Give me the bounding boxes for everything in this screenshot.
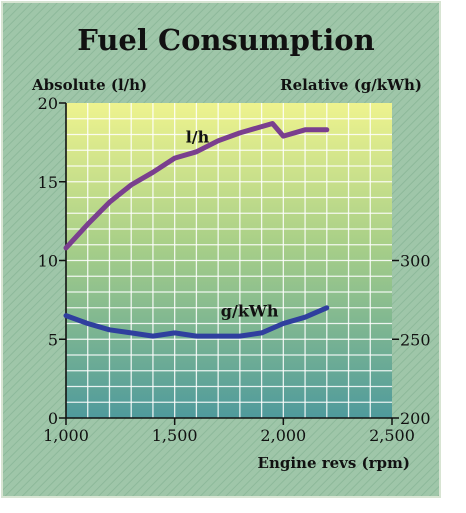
right-tick-label: 250 — [400, 330, 431, 349]
axes — [59, 102, 399, 425]
x-tick-label: 2,000 — [260, 426, 306, 445]
series-label-lh: l/h — [186, 127, 210, 146]
left-tick-label: 20 — [38, 94, 58, 113]
left-tick-label: 5 — [48, 330, 58, 349]
left-tick-label: 10 — [38, 252, 58, 271]
series-label-gkwh: g/kWh — [221, 301, 279, 320]
right-tick-label: 200 — [400, 409, 431, 428]
left-tick-label: 0 — [48, 409, 58, 428]
x-tick-label: 1,500 — [152, 426, 198, 445]
x-tick-label: 2,500 — [369, 426, 415, 445]
chart-title: Fuel Consumption — [77, 23, 374, 57]
x-tick-label: 1,000 — [43, 426, 89, 445]
series-line-l-h — [63, 121, 330, 251]
left-tick-label: 15 — [38, 173, 58, 192]
tick-labels: 0 5 10 15 20 200 250 300 1,000 1,500 2,000 2,500 — [38, 94, 431, 445]
right-tick-label: 300 — [400, 252, 431, 271]
x-axis-title: Engine revs (rpm) — [258, 454, 410, 472]
series-line-g-kWh — [63, 305, 330, 339]
grid-lines — [66, 103, 392, 418]
left-axis-title: Absolute (l/h) — [31, 76, 147, 94]
series-lines: l/h g/kWh — [63, 121, 330, 339]
right-axis-title: Relative (g/kWh) — [280, 76, 422, 94]
